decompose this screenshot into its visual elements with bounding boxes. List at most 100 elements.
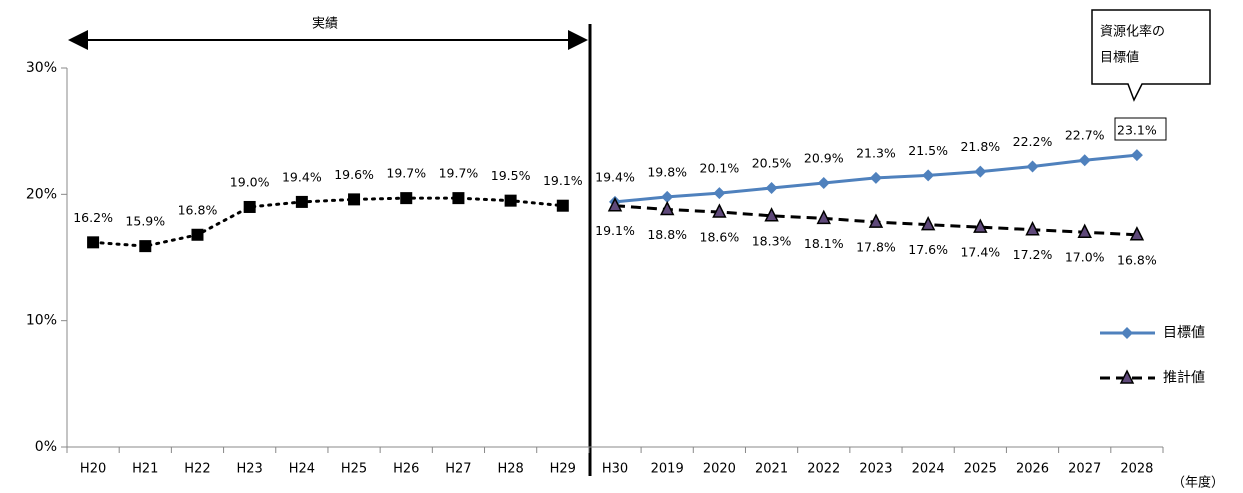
- callout-box: [1091, 9, 1211, 102]
- data-label: 20.9%: [804, 150, 844, 165]
- x-tick-label: H29: [550, 462, 576, 477]
- marker: [1119, 369, 1135, 384]
- marker: [243, 200, 256, 213]
- data-label: 23.1%: [1117, 123, 1157, 138]
- data-label: 20.1%: [700, 161, 740, 176]
- marker: [504, 194, 517, 207]
- period-label: 実績: [312, 16, 338, 32]
- data-label: 19.0%: [230, 174, 270, 189]
- data-label: 18.8%: [647, 227, 687, 242]
- marker: [556, 199, 569, 212]
- marker: [452, 192, 465, 205]
- data-label: 18.1%: [804, 236, 844, 251]
- data-label: 19.4%: [595, 169, 635, 184]
- data-label: 16.8%: [178, 202, 218, 217]
- data-label: 17.2%: [1013, 247, 1053, 262]
- marker: [1121, 327, 1133, 339]
- marker: [1025, 221, 1040, 236]
- x-tick-label: H26: [393, 462, 419, 477]
- x-tick-label: 2019: [651, 462, 684, 477]
- data-label: 19.8%: [647, 164, 687, 179]
- x-tick-label: H28: [497, 462, 523, 477]
- x-tick-label: H30: [602, 462, 628, 477]
- x-tick-label: 2020: [703, 462, 736, 477]
- data-label: 19.5%: [491, 168, 531, 183]
- data-label: 16.8%: [1117, 252, 1157, 267]
- marker: [817, 176, 830, 189]
- x-tick-label: 2023: [859, 462, 892, 477]
- x-tick-label: 2024: [912, 462, 945, 477]
- x-tick-label: H27: [445, 462, 471, 477]
- callout-text: 目標値: [1100, 50, 1139, 66]
- x-tick-label: H24: [289, 462, 315, 477]
- data-label: 19.4%: [282, 169, 322, 184]
- data-label: 22.7%: [1065, 128, 1105, 143]
- data-label: 20.5%: [752, 156, 792, 171]
- data-label: 21.5%: [908, 143, 948, 158]
- x-tick-label: H21: [132, 462, 158, 477]
- marker: [974, 165, 987, 178]
- x-tick-label: 2022: [807, 462, 840, 477]
- marker: [139, 240, 152, 253]
- marker: [348, 193, 361, 206]
- series-line: [91, 196, 565, 248]
- x-tick-label: 2021: [755, 462, 788, 477]
- marker: [661, 190, 674, 203]
- y-tick-label: 30%: [26, 60, 57, 76]
- callout-text: 資源化率の: [1100, 24, 1165, 40]
- highlight-box: [1114, 117, 1167, 141]
- marker: [400, 192, 413, 205]
- y-tick-label: 10%: [26, 313, 57, 329]
- x-tick-label: 2026: [1016, 462, 1049, 477]
- data-label: 17.4%: [960, 245, 1000, 260]
- data-label: 18.6%: [700, 230, 740, 245]
- marker: [869, 171, 882, 184]
- marker: [816, 209, 831, 225]
- x-tick-label: H22: [184, 462, 210, 477]
- marker: [191, 228, 204, 241]
- marker: [295, 195, 308, 208]
- marker: [659, 200, 675, 216]
- x-tick-label: H25: [341, 462, 367, 477]
- data-label: 18.3%: [752, 233, 792, 248]
- data-label: 16.2%: [73, 210, 113, 225]
- data-label: 22.2%: [1013, 134, 1053, 149]
- marker: [764, 207, 779, 222]
- data-label: 17.8%: [856, 240, 896, 255]
- marker: [607, 197, 623, 212]
- marker: [973, 218, 988, 233]
- x-tick-label: H20: [80, 462, 106, 477]
- x-tick-label: H23: [237, 462, 263, 477]
- data-label: 19.7%: [439, 166, 479, 181]
- marker: [712, 203, 727, 218]
- legend-label: 目標値: [1163, 325, 1205, 341]
- y-tick-label: 0%: [35, 439, 57, 455]
- legend-label: 推計値: [1163, 370, 1205, 386]
- data-label: 17.0%: [1065, 250, 1105, 265]
- data-label: 19.7%: [386, 166, 426, 181]
- data-label: 19.1%: [595, 223, 635, 238]
- data-label: 19.6%: [334, 167, 374, 182]
- x-axis-label: （年度）: [1172, 475, 1224, 491]
- data-label: 21.3%: [856, 145, 896, 160]
- marker: [1130, 149, 1143, 162]
- x-tick-label: 2028: [1120, 462, 1153, 477]
- y-tick-label: 20%: [26, 186, 57, 202]
- x-tick-label: 2025: [964, 462, 997, 477]
- marker: [868, 213, 884, 228]
- marker: [1077, 223, 1092, 238]
- data-label: 15.9%: [125, 214, 165, 229]
- data-label: 17.6%: [908, 242, 948, 257]
- marker: [1078, 154, 1091, 167]
- marker: [765, 182, 778, 195]
- data-label: 19.1%: [543, 173, 583, 188]
- marker: [1026, 160, 1039, 173]
- data-label: 21.8%: [960, 139, 1000, 154]
- marker: [922, 169, 935, 182]
- marker: [713, 187, 726, 200]
- x-tick-label: 2027: [1068, 462, 1101, 477]
- marker: [87, 236, 100, 249]
- marker: [920, 215, 936, 231]
- marker: [1129, 226, 1145, 241]
